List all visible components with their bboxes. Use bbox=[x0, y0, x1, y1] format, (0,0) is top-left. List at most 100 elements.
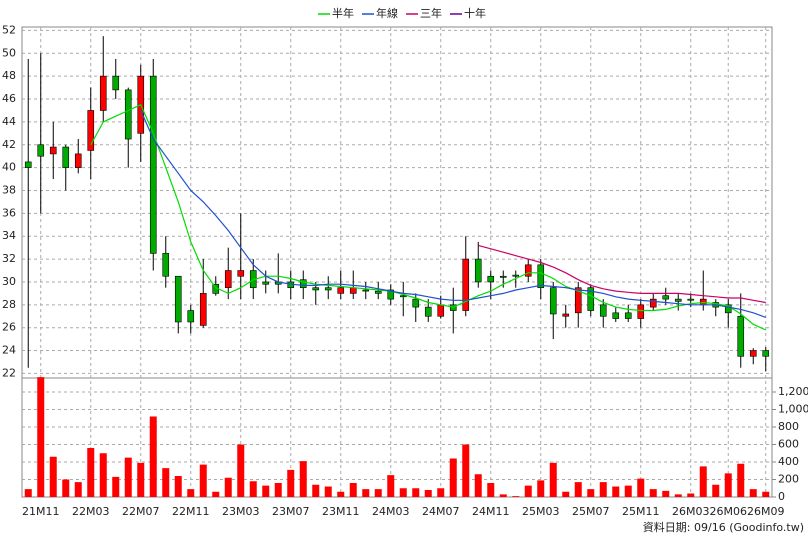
volume-bar bbox=[99, 453, 107, 497]
volume-bar bbox=[624, 485, 632, 497]
y2-tick-label: 1,200 bbox=[778, 385, 808, 398]
ma-line bbox=[90, 103, 767, 331]
y-tick-label: 38 bbox=[2, 183, 16, 196]
candle-body bbox=[174, 275, 182, 323]
x-tick-label: 21M11 bbox=[22, 505, 60, 518]
legend-label: 半年 bbox=[332, 6, 354, 20]
volume-bar bbox=[324, 486, 332, 497]
volume-bar bbox=[537, 480, 545, 497]
candle-body bbox=[499, 275, 507, 278]
candle-body bbox=[412, 298, 420, 308]
volume-bar bbox=[299, 461, 307, 497]
volume-bar bbox=[362, 489, 370, 497]
volume-bar bbox=[749, 489, 757, 497]
candle-body bbox=[49, 146, 57, 155]
volume-bar bbox=[674, 494, 682, 497]
volume-bar bbox=[437, 488, 445, 497]
y-tick-label: 30 bbox=[2, 275, 16, 288]
candle-body bbox=[549, 287, 557, 315]
y2-tick-label: 200 bbox=[778, 473, 799, 486]
candle-body bbox=[224, 270, 232, 288]
y-tick-label: 34 bbox=[2, 229, 16, 242]
volume-bar bbox=[274, 483, 282, 497]
y2-tick-label: 600 bbox=[778, 438, 799, 451]
volume-bar bbox=[137, 462, 145, 497]
volume-bar bbox=[587, 489, 595, 497]
x-tick-label: 22M07 bbox=[122, 505, 160, 518]
volume-bar bbox=[499, 494, 507, 497]
x-tick-label: 26M03 bbox=[672, 505, 710, 518]
volume-bar bbox=[287, 469, 295, 497]
candle-body bbox=[374, 290, 382, 294]
volume-bar bbox=[62, 479, 70, 497]
y-tick-label: 36 bbox=[2, 206, 16, 219]
candle-body bbox=[637, 304, 645, 319]
volume-bar bbox=[37, 377, 45, 497]
x-tick-label: 22M03 bbox=[72, 505, 110, 518]
y-tick-label: 46 bbox=[2, 92, 16, 105]
candle-body bbox=[362, 289, 370, 292]
ma-line bbox=[140, 110, 767, 318]
candle-body bbox=[162, 253, 170, 277]
candle-body bbox=[124, 89, 132, 140]
candle-body bbox=[562, 313, 570, 317]
candle-body bbox=[62, 146, 70, 168]
volume-bar bbox=[374, 489, 382, 497]
volume-bar bbox=[424, 490, 432, 497]
candle-body bbox=[462, 258, 470, 311]
y2-tick-label: 400 bbox=[778, 455, 799, 468]
candle-body bbox=[87, 110, 95, 151]
candle-body bbox=[237, 270, 245, 277]
x-tick-label: 25M07 bbox=[572, 505, 610, 518]
candle-body bbox=[662, 295, 670, 300]
volume-bar bbox=[212, 491, 220, 497]
y-tick-label: 32 bbox=[2, 252, 16, 265]
y-tick-label: 48 bbox=[2, 69, 16, 82]
volume-bar bbox=[512, 496, 520, 497]
volume-bar bbox=[49, 456, 57, 497]
volume-bar bbox=[662, 490, 670, 497]
y-tick-label: 40 bbox=[2, 161, 16, 174]
x-tick-label: 25M03 bbox=[522, 505, 560, 518]
x-tick-label: 24M03 bbox=[372, 505, 410, 518]
volume-bar bbox=[162, 468, 170, 497]
candle-body bbox=[37, 144, 45, 157]
volume-bar bbox=[724, 473, 732, 497]
candle-body bbox=[299, 279, 307, 288]
legend-label: 年線 bbox=[376, 6, 398, 20]
x-tick-label: 26M09 bbox=[747, 505, 785, 518]
volume-bar bbox=[637, 478, 645, 497]
y2-tick-label: 800 bbox=[778, 420, 799, 433]
volume-bar bbox=[74, 482, 82, 497]
volume-bar bbox=[762, 491, 770, 497]
candle-body bbox=[199, 293, 207, 326]
y-tick-label: 44 bbox=[2, 115, 16, 128]
candle-body bbox=[149, 75, 157, 254]
candle-body bbox=[674, 298, 682, 302]
candle-body bbox=[74, 153, 82, 168]
candle-body bbox=[487, 275, 495, 283]
candle-body bbox=[99, 75, 107, 111]
y-tick-label: 42 bbox=[2, 138, 16, 151]
volume-bar bbox=[187, 489, 195, 497]
x-tick-label: 22M11 bbox=[172, 505, 210, 518]
volume-bar bbox=[474, 474, 482, 497]
x-tick-label: 26M06 bbox=[710, 505, 748, 518]
y-tick-label: 26 bbox=[2, 321, 16, 334]
candle-body bbox=[599, 304, 607, 317]
volume-bar bbox=[612, 486, 620, 497]
candle-body bbox=[687, 298, 695, 301]
y-tick-label: 52 bbox=[2, 23, 16, 36]
candle-body bbox=[349, 287, 357, 294]
candle-body bbox=[324, 287, 332, 291]
volume-bar bbox=[649, 489, 657, 497]
y-tick-label: 50 bbox=[2, 46, 16, 59]
candle-body bbox=[424, 306, 432, 317]
volume-bar bbox=[24, 489, 32, 497]
candle-body bbox=[574, 287, 582, 314]
legend-label: 十年 bbox=[464, 6, 486, 20]
footer: 資料日期: 09/16 (Goodinfo.tw) bbox=[643, 520, 804, 534]
candle-body bbox=[749, 350, 757, 357]
volume-bar bbox=[462, 444, 470, 497]
